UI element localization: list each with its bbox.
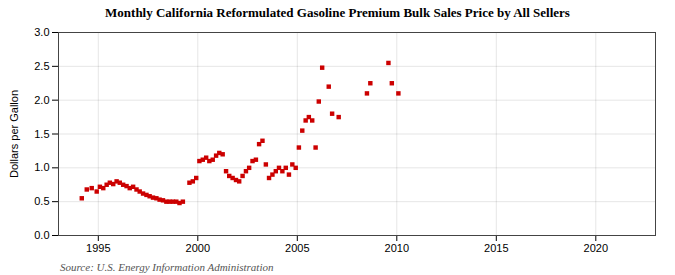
svg-text:2000: 2000: [186, 242, 210, 254]
svg-text:3.0: 3.0: [34, 26, 49, 38]
svg-text:1.5: 1.5: [34, 128, 49, 140]
svg-text:2020: 2020: [584, 242, 608, 254]
html-text:Source: U.S. Energy Informatio: Source: U.S. Energy Information Administ…: [60, 261, 274, 273]
svg-text:2.0: 2.0: [34, 94, 49, 106]
svg-text:2015: 2015: [484, 242, 508, 254]
svg-text:1995: 1995: [86, 242, 110, 254]
svg-text:0.5: 0.5: [34, 195, 49, 207]
html-text:Monthly California Reformulate: Monthly California Reformulated Gasoline…: [105, 5, 570, 20]
svg-text:Dollars per Gallon: Dollars per Gallon: [8, 90, 20, 178]
svg-text:1.0: 1.0: [34, 161, 49, 173]
svg-text:2005: 2005: [285, 242, 309, 254]
svg-text:2.5: 2.5: [34, 60, 49, 72]
svg-text:0.0: 0.0: [34, 229, 49, 241]
svg-text:2010: 2010: [385, 242, 409, 254]
